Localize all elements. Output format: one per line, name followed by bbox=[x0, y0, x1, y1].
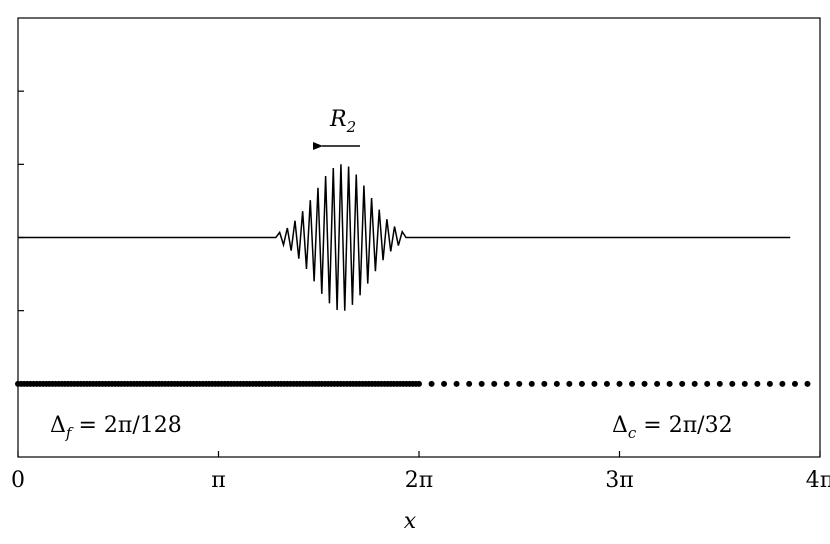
grid-point bbox=[766, 380, 773, 387]
annotation-text: = 2π/32 bbox=[636, 413, 732, 438]
x-axis-label: x bbox=[404, 509, 417, 534]
annotation: Δc = 2π/32 bbox=[612, 413, 733, 442]
annotation-text: = 2π/128 bbox=[71, 413, 181, 438]
grid-point bbox=[779, 380, 786, 387]
grid-point bbox=[691, 380, 698, 387]
wave-line bbox=[18, 164, 791, 311]
x-tick-label: π bbox=[211, 468, 225, 493]
grid-point bbox=[804, 380, 811, 387]
grid-point bbox=[641, 380, 648, 387]
grid-point bbox=[528, 380, 535, 387]
annotation-sub: c bbox=[628, 424, 637, 442]
annotation: R2 bbox=[329, 107, 356, 136]
grid-point bbox=[704, 380, 711, 387]
grid-point bbox=[654, 380, 661, 387]
grid-point bbox=[679, 380, 686, 387]
grid-point bbox=[516, 380, 523, 387]
annotation-text: Δ bbox=[612, 413, 628, 438]
grid-point bbox=[478, 380, 485, 387]
annotation-text: Δ bbox=[50, 413, 66, 438]
grid-point bbox=[428, 380, 435, 387]
grid-point bbox=[491, 380, 498, 387]
grid-point bbox=[466, 380, 473, 387]
grid-point bbox=[603, 380, 610, 387]
x-tick-label: 4π bbox=[806, 468, 830, 493]
x-tick-label: 2π bbox=[405, 468, 433, 493]
grid-point bbox=[441, 380, 448, 387]
grid-point bbox=[541, 380, 548, 387]
grid-point bbox=[629, 380, 636, 387]
grid-point bbox=[666, 380, 673, 387]
annotation-sub: 2 bbox=[346, 118, 357, 136]
x-tick-label: 3π bbox=[605, 468, 633, 493]
grid-point bbox=[566, 380, 573, 387]
grid-point bbox=[616, 380, 623, 387]
annotation-sub: f bbox=[65, 424, 74, 442]
grid-point bbox=[578, 380, 585, 387]
grid-point bbox=[754, 380, 761, 387]
grid-point bbox=[503, 380, 510, 387]
annotation-text: R bbox=[329, 107, 347, 132]
x-tick-label: 0 bbox=[11, 468, 25, 493]
grid-point bbox=[791, 380, 798, 387]
grid-point bbox=[716, 380, 723, 387]
grid-point bbox=[741, 380, 748, 387]
grid-point bbox=[729, 380, 736, 387]
grid-point bbox=[553, 380, 560, 387]
grid-point bbox=[453, 380, 460, 387]
annotation: Δf = 2π/128 bbox=[50, 413, 182, 442]
grid-point bbox=[591, 380, 598, 387]
grid-point bbox=[415, 380, 422, 387]
